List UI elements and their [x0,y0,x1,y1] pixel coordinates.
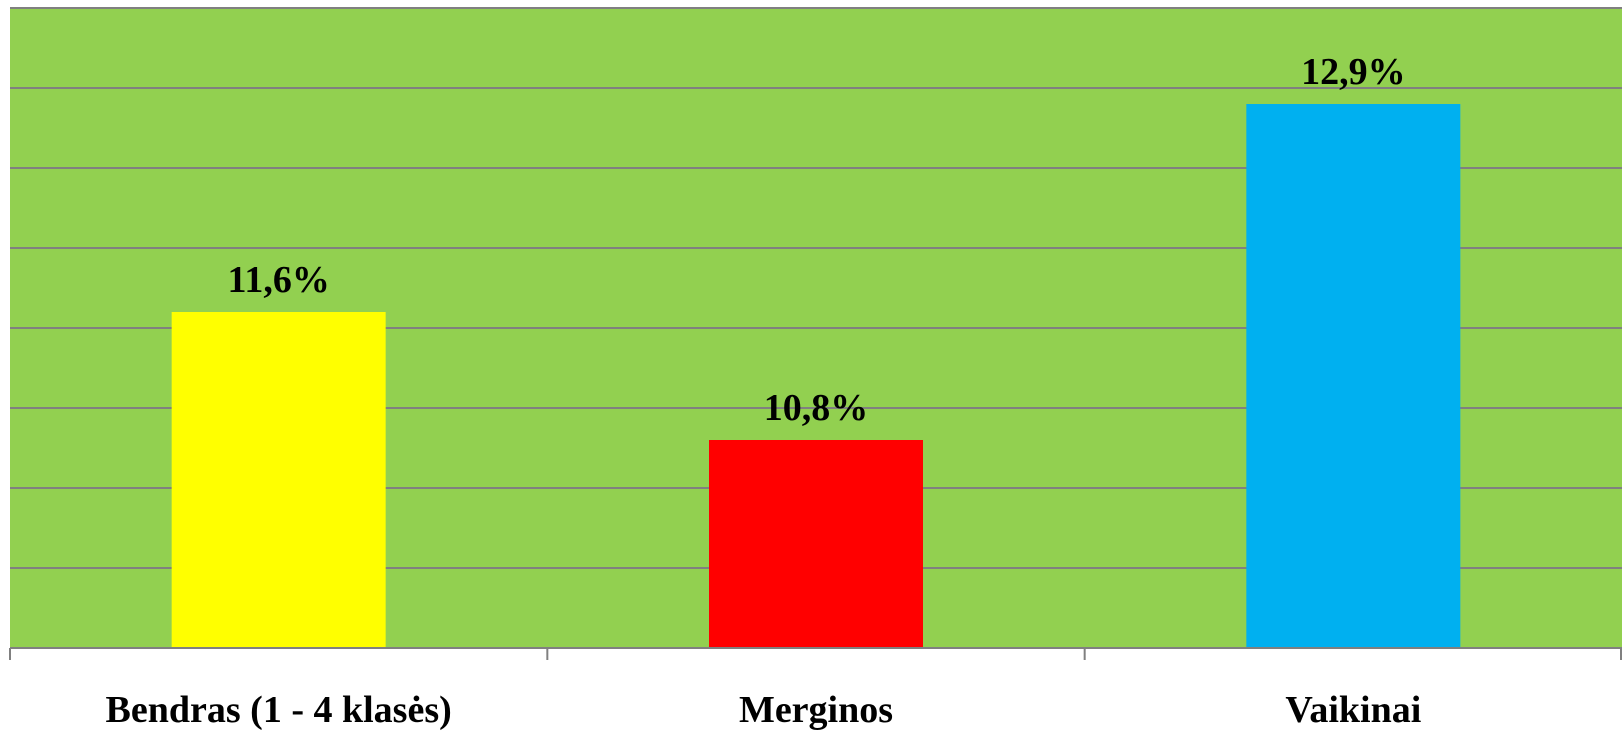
bar [171,312,386,648]
bar [709,440,923,648]
category-label: Bendras (1 - 4 klasės) [106,689,452,731]
bars [171,104,1461,648]
data-label: 11,6% [227,259,329,301]
data-label: 10,8% [764,387,869,429]
category-label: Merginos [739,689,893,731]
bar [1246,104,1461,648]
category-labels: Bendras (1 - 4 klasės) Merginos Vaikinai [106,689,1422,731]
data-label: 12,9% [1301,51,1406,93]
x-axis [9,647,1622,660]
data-labels: 11,6% 10,8% 12,9% [227,51,1405,429]
category-label: Vaikinai [1285,689,1421,731]
